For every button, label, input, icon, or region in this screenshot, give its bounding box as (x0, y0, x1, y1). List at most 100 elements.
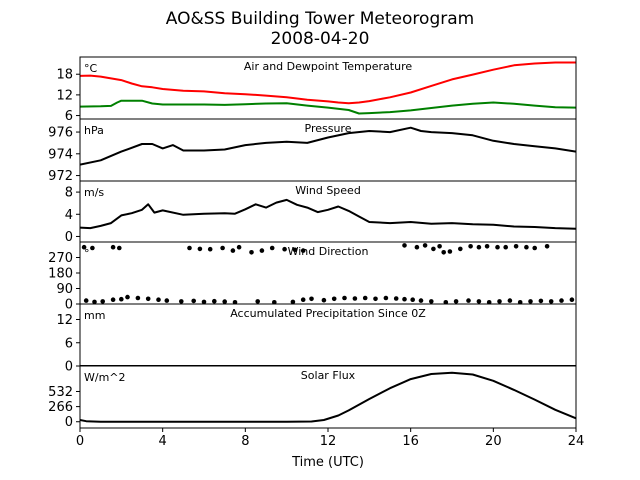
x-tick-label: 0 (76, 434, 84, 449)
direction-point (418, 298, 424, 303)
panel-unit: m/s (84, 186, 104, 199)
y-tick-label: 4 (65, 208, 73, 223)
y-tick-label: 6 (65, 336, 73, 351)
y-tick-label: 180 (48, 267, 73, 282)
direction-point (230, 248, 236, 253)
y-tick-label: 18 (56, 68, 73, 83)
direction-point (383, 295, 389, 301)
direction-point (191, 298, 196, 304)
direction-point (443, 300, 449, 304)
direction-point (110, 297, 116, 303)
direction-point (269, 245, 275, 251)
plot-area (80, 371, 576, 423)
y-tick-label: 8 (65, 186, 73, 201)
direction-point (476, 299, 482, 304)
direction-point (402, 296, 407, 302)
direction-point (255, 299, 260, 304)
direction-point (135, 295, 141, 301)
y-tick-label: 532 (48, 385, 73, 400)
direction-point (447, 249, 453, 254)
x-tick-label: 4 (159, 434, 167, 449)
direction-point (282, 246, 287, 252)
series-line-0 (80, 198, 576, 230)
direction-point (220, 245, 225, 251)
direction-point (81, 244, 87, 250)
direction-point (321, 297, 327, 303)
panel-1: 972 974 976 hPa Pressure (48, 118, 577, 184)
direction-point (249, 250, 254, 255)
series-line-0 (80, 61, 576, 105)
direction-point (513, 244, 519, 249)
direction-point (548, 299, 554, 304)
direction-point (429, 299, 434, 304)
direction-point (201, 299, 207, 304)
direction-point (373, 296, 378, 302)
panel-title: Accumulated Precipitation Since 0Z (230, 307, 426, 320)
direction-point (497, 299, 502, 304)
direction-point (437, 244, 442, 249)
plot-area (80, 61, 576, 115)
series-line-0 (80, 126, 576, 166)
panel-unit: mm (84, 309, 105, 322)
direction-point (300, 297, 306, 303)
panel-unit: hPa (84, 124, 104, 137)
direction-point (290, 299, 296, 304)
direction-point (272, 300, 277, 304)
direction-point (362, 295, 368, 301)
direction-point (92, 299, 97, 304)
y-tick-label: 0 (65, 360, 73, 375)
y-tick-label: 972 (48, 169, 73, 184)
direction-point (517, 300, 523, 304)
direction-point (110, 244, 116, 250)
direction-point (538, 298, 544, 304)
direction-point (569, 297, 575, 303)
panel-unit: ° (84, 247, 90, 260)
direction-point (458, 246, 463, 252)
panel-unit: °C (84, 62, 98, 75)
y-tick-label: 976 (48, 126, 73, 141)
figure-title: AO&SS Building Tower Meteorogram (166, 9, 474, 29)
direction-point (117, 245, 122, 251)
y-tick-label: 270 (48, 251, 73, 266)
plot-area (80, 198, 576, 230)
direction-point (352, 296, 358, 301)
x-tick-label: 16 (402, 434, 419, 449)
y-tick-label: 90 (56, 282, 73, 297)
panel-4: 0 6 12 mm Accumulated Precipitation Since 0Z (56, 303, 577, 375)
direction-point (410, 297, 416, 303)
direction-point (453, 299, 459, 304)
direction-point (331, 296, 337, 302)
direction-point (468, 244, 473, 249)
panel-title: Wind Direction (288, 245, 369, 258)
direction-point (441, 250, 447, 255)
direction-point (292, 247, 298, 253)
panel-0: 6 12 18 °C Air and Dewpoint Temperature (56, 56, 577, 124)
direction-point (393, 296, 399, 301)
direction-point (164, 298, 170, 303)
direction-point (300, 248, 306, 253)
x-tick-label: 12 (320, 434, 337, 449)
direction-point (486, 300, 492, 304)
direction-point (544, 244, 550, 249)
panel-title: Wind Speed (295, 184, 361, 197)
direction-point (125, 294, 130, 300)
direction-point (156, 297, 161, 303)
y-tick-label: 0 (65, 298, 73, 313)
direction-point (414, 244, 420, 250)
direction-point (309, 296, 314, 302)
x-axis-label: Time (UTC) (291, 455, 364, 470)
direction-point (342, 295, 347, 301)
plot-area (81, 243, 575, 304)
direction-point (197, 246, 203, 252)
direction-point (528, 299, 533, 304)
direction-point (207, 246, 213, 252)
panel-title: Pressure (305, 122, 352, 135)
y-tick-label: 266 (48, 400, 73, 415)
direction-point (476, 244, 482, 250)
y-tick-label: 0 (65, 230, 73, 245)
direction-point (145, 296, 151, 302)
y-tick-label: 0 (65, 415, 73, 430)
series-line-1 (80, 99, 576, 115)
direction-point (259, 248, 265, 253)
